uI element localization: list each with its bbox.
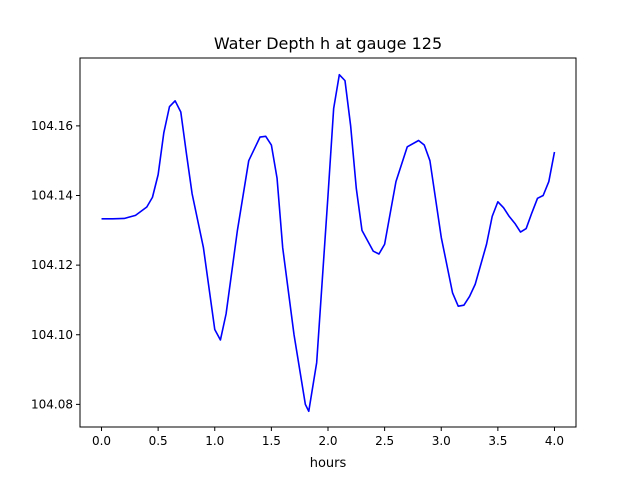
- x-tick-label: 2.0: [318, 434, 337, 448]
- x-tick-label: 2.5: [375, 434, 394, 448]
- y-tick-label: 104.08: [31, 397, 73, 411]
- x-tick-label: 3.5: [488, 434, 507, 448]
- x-tick-label: 4.0: [545, 434, 564, 448]
- x-tick-label: 3.0: [432, 434, 451, 448]
- y-tick-label: 104.10: [31, 328, 73, 342]
- y-tick-label: 104.12: [31, 258, 73, 272]
- x-tick-label: 0.5: [149, 434, 168, 448]
- plot-area: 0.0 0.5 1.0 1.5 2.0 2.5 3.0 3.5 4.0 104.08 104.10 1…: [31, 57, 577, 448]
- chart-title: Water Depth h at gauge 125: [214, 34, 442, 53]
- y-tick-label: 104.16: [31, 119, 73, 133]
- series-line-0: [101, 73, 556, 413]
- x-tick-label: 0.0: [92, 434, 111, 448]
- y-tick-label: 104.14: [31, 189, 73, 203]
- x-tick-label: 1.5: [262, 434, 281, 448]
- x-tick-label: 1.0: [205, 434, 224, 448]
- x-axis-label: hours: [310, 456, 347, 471]
